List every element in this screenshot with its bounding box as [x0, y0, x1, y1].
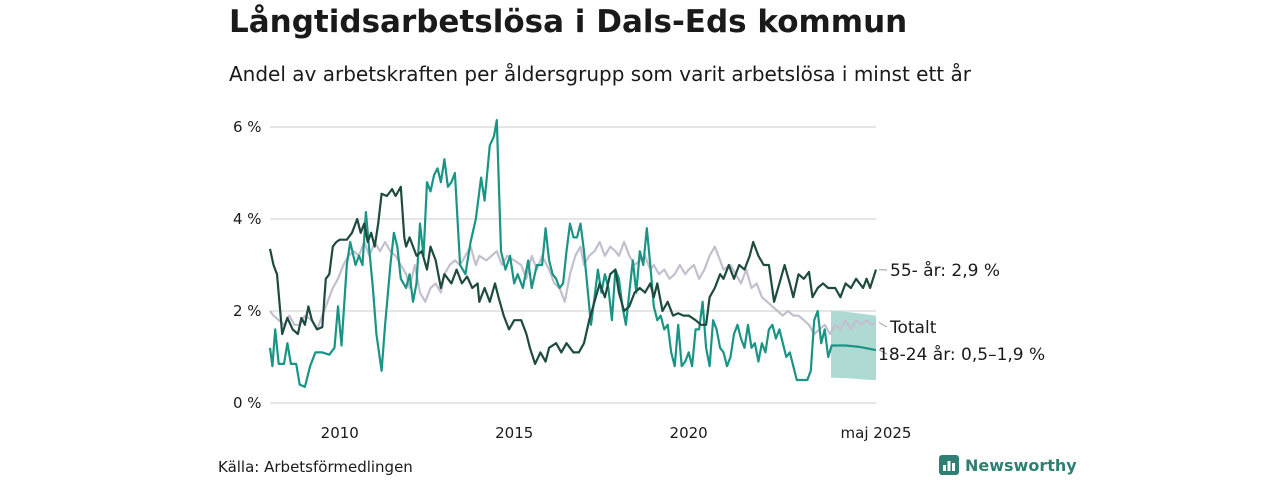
source-note: Källa: Arbetsförmedlingen: [218, 458, 413, 476]
x-tick-label: 2010: [321, 424, 359, 442]
y-tick-label: 0 %: [233, 394, 262, 412]
chart-title: Långtidsarbetslösa i Dals-Eds kommun: [229, 4, 908, 40]
series-layer: [268, 118, 878, 388]
x-tick-label: maj 2025: [841, 424, 912, 442]
bar-chart-icon: [939, 455, 959, 475]
end-label-55: 55- år: 2,9 %: [890, 260, 1000, 281]
chart-subtitle: Andel av arbetskraften per åldersgrupp s…: [229, 62, 971, 86]
y-tick-label: 2 %: [233, 302, 262, 320]
end-label-total: Totalt: [889, 318, 937, 338]
x-tick-label: 2020: [670, 424, 708, 442]
y-axis-ticks: 0 % 2 % 4 % 6 %: [233, 118, 262, 412]
series-55-line: [268, 185, 878, 365]
brand-logo[interactable]: Newsworthy: [939, 455, 1077, 475]
label-leader: [878, 349, 888, 355]
end-labels: 55- år: 2,9 % Totalt 18-24 år: 0,5–1,9 %: [878, 260, 1045, 365]
x-axis-ticks: 2010 2015 2020 maj 2025: [321, 424, 912, 442]
label-leader: [878, 322, 888, 328]
brand-name: Newsworthy: [965, 455, 1077, 475]
y-tick-label: 6 %: [233, 118, 262, 136]
end-label-18-24: 18-24 år: 0,5–1,9 %: [878, 344, 1045, 365]
series-18-24-line: [268, 118, 877, 388]
x-tick-label: 2015: [495, 424, 533, 442]
series-total-line: [269, 240, 877, 336]
y-tick-label: 4 %: [233, 210, 262, 228]
grid-lines: [270, 126, 876, 404]
